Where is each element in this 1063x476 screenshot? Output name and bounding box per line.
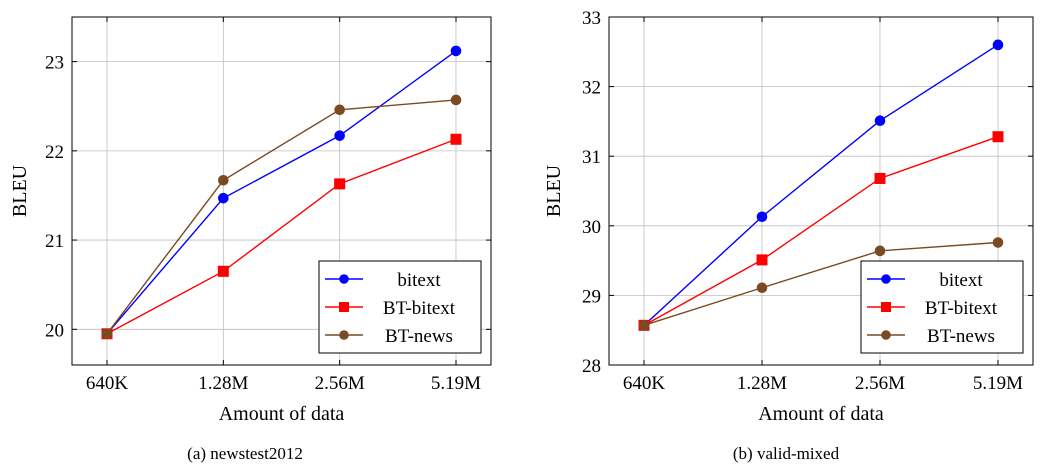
x-axis-label: Amount of data: [758, 403, 884, 425]
x-tick-label: 1.28M: [198, 373, 248, 394]
data-point-square: [334, 178, 346, 190]
legend: bitext BT-bitext BT-news: [318, 260, 482, 354]
y-tick-label: 31: [582, 147, 601, 168]
data-point-circle: [334, 104, 345, 116]
x-tick-label: 640K: [623, 373, 666, 394]
y-tick-label: 20: [45, 320, 64, 341]
series-bt-news: [101, 94, 462, 340]
data-point-square: [450, 133, 462, 145]
y-tick-label: 32: [582, 78, 601, 99]
x-tick-label: 5.19M: [973, 373, 1023, 394]
data-point-circle: [992, 39, 1004, 51]
legend-swatch-circle: [881, 274, 891, 284]
legend-label: BT-news: [385, 326, 453, 347]
x-tick-label: 5.19M: [431, 373, 481, 394]
legend-label: BT-bitext: [925, 298, 998, 319]
chart-caption: (b) valid-mixed: [733, 444, 840, 463]
data-point-square: [217, 265, 229, 277]
chart-a: 640K 1.28M 2.56M 5.19M 20 21 22 23 Amount of dat…: [9, 16, 492, 463]
legend-swatch-circle: [339, 330, 349, 340]
legend-label: bitext: [397, 270, 441, 291]
y-tick-label: 22: [45, 142, 64, 163]
y-axis-label: BLEU: [543, 164, 565, 217]
y-axis-label: BLEU: [9, 164, 31, 217]
x-axis-label: Amount of data: [219, 403, 345, 425]
legend-swatch-square: [339, 302, 349, 312]
x-tick-label: 2.56M: [855, 373, 905, 394]
chart-caption: (a) newstest2012: [187, 444, 303, 463]
data-point-circle: [756, 211, 768, 223]
legend-swatch-circle: [339, 274, 349, 284]
plot-frame: [608, 16, 1034, 366]
legend-swatch-circle: [881, 330, 891, 340]
data-point-square: [756, 254, 768, 266]
data-point-circle: [874, 115, 886, 127]
chart-b: 640K 1.28M 2.56M 5.19M 28 29 30 31 32 33 Amount of…: [543, 8, 1034, 463]
plot-frame: [71, 16, 492, 366]
x-tick-label: 640K: [86, 373, 129, 394]
legend-label: bitext: [939, 270, 983, 291]
y-tick-label: 30: [582, 217, 601, 238]
data-point-circle: [218, 174, 229, 186]
y-tick-label: 23: [45, 53, 64, 74]
data-point-circle: [756, 282, 768, 294]
data-point-square: [992, 131, 1004, 143]
data-point-circle: [638, 320, 650, 331]
legend-swatch-square: [881, 302, 891, 312]
x-tick-label: 1.28M: [737, 373, 787, 394]
data-point-circle: [874, 245, 886, 257]
x-tick-label: 2.56M: [315, 373, 365, 394]
series-line: [106, 99, 457, 335]
series-line: [106, 50, 457, 335]
data-point-circle: [992, 237, 1004, 248]
y-tick-label: 21: [45, 231, 64, 252]
series-line: [106, 138, 457, 335]
data-point-circle: [101, 328, 113, 340]
data-point-square: [874, 172, 886, 184]
legend-label: BT-bitext: [383, 298, 456, 319]
series-bt-news: [638, 237, 1004, 331]
y-tick-label: 29: [582, 286, 601, 307]
y-tick-label: 33: [582, 8, 601, 29]
data-point-circle: [334, 130, 345, 141]
y-tick-label: 28: [582, 356, 601, 377]
grid: [72, 17, 491, 365]
data-point-circle: [450, 45, 462, 57]
data-point-circle: [218, 192, 229, 204]
data-point-circle: [450, 94, 462, 106]
series-line: [643, 241, 999, 326]
legend: bitext BT-bitext BT-news: [860, 260, 1024, 354]
series-line: [643, 136, 999, 326]
series-line: [643, 44, 999, 326]
legend-label: BT-news: [927, 326, 995, 347]
